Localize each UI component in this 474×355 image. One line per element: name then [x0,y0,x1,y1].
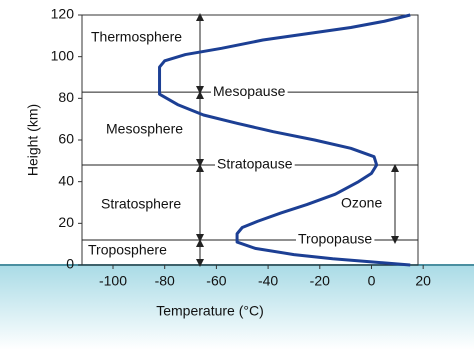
y-axis-label: Height (km) [25,104,41,176]
ozone-label: Ozone [341,195,382,211]
x-axis-label: Temperature (°C) [156,303,264,319]
y-tick-label: 120 [51,6,75,22]
layer-label: Mesosphere [106,121,183,137]
x-tick-label: 0 [368,273,376,289]
x-tick-label: -40 [258,273,278,289]
layer-label: Troposphere [88,242,167,258]
label-bg [296,230,375,247]
label-bg [85,242,189,259]
x-tick-label: -100 [99,273,127,289]
annotations: Thermosphere Mesosphere Stratosphere Tro… [85,13,399,267]
label-bg [88,29,196,47]
y-tick-label: 100 [51,47,75,63]
label-bg [211,82,288,99]
x-tick-label: 20 [415,273,431,289]
ground-band [0,265,474,350]
boundary-label: Mesopause [213,83,286,99]
plot-frame [81,14,419,266]
label-bg [215,155,295,172]
layer-label: Thermosphere [91,29,182,45]
y-tick-label: 0 [66,256,74,272]
x-tick-label: -80 [155,273,175,289]
boundary-label: Stratopause [217,156,293,172]
x-tick-label: -60 [206,273,226,289]
y-tick-label: 80 [58,89,74,105]
temperature-curve [158,13,411,267]
y-tick-label: 40 [58,172,74,188]
y-tick-label: 60 [58,131,74,147]
y-tick-label: 20 [58,214,74,230]
boundary-label: Tropopause [298,231,372,247]
x-tick-label: -20 [310,273,330,289]
layer-label: Stratosphere [101,196,181,212]
label-bg [338,195,390,212]
